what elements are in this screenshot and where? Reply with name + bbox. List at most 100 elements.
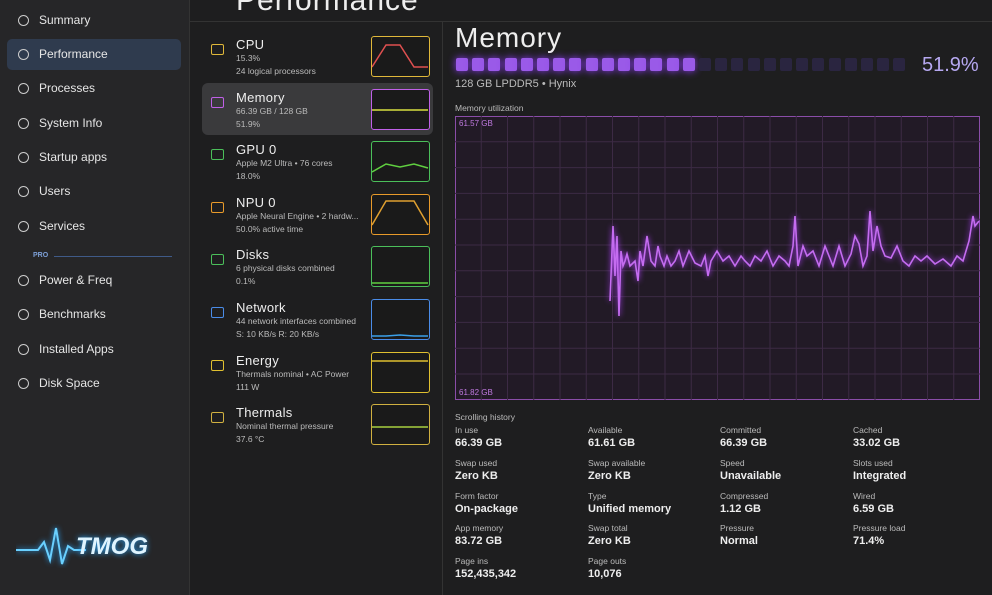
thumb-line (372, 334, 428, 337)
thumb-graph (372, 334, 428, 337)
device-icon (211, 201, 224, 213)
stat-label: Form factor (455, 490, 499, 501)
usage-segment (585, 58, 598, 71)
device-name[interactable]: Thermals (236, 405, 293, 421)
device-icon (211, 359, 224, 371)
nav-icon (18, 152, 29, 163)
device-name[interactable]: Network (236, 300, 286, 315)
page-title: Performance (236, 0, 419, 17)
device-icon (211, 149, 224, 161)
graph-max: 61.57 GB (459, 119, 493, 128)
nav-item[interactable]: Summary (39, 13, 91, 27)
divider (54, 256, 172, 257)
stat-label: Cached (853, 425, 883, 435)
stat-value: 71.4% (853, 535, 885, 548)
stat-label: Swap used (455, 457, 498, 468)
nav-item[interactable]: Disk Space (39, 376, 100, 390)
nav-icon (18, 83, 29, 94)
stat-label: Wired (853, 490, 876, 501)
nav-icon (18, 221, 29, 232)
detail-title: Memory (455, 22, 563, 53)
usage-segment (780, 58, 792, 71)
nav-icon (18, 275, 29, 286)
device-name[interactable]: CPU (236, 37, 265, 52)
device-name[interactable]: GPU 0 (236, 142, 277, 158)
device-thumb (371, 299, 430, 340)
stat-label: App memory (455, 523, 504, 534)
device-detail: 6 physical disks combined (236, 263, 335, 274)
nav-item[interactable]: System Info (39, 116, 103, 130)
stat-value: 10,076 (588, 568, 622, 581)
stat-label: Pressure load (853, 523, 906, 534)
stat-label: Committed (720, 425, 762, 435)
device-thumb (371, 36, 430, 77)
nav-item[interactable]: Installed Apps (39, 342, 114, 356)
thumb-graph (372, 44, 428, 68)
usage-segment (472, 58, 485, 71)
usage-segment (763, 58, 776, 71)
stat-label: Slots used (853, 457, 893, 468)
nav-item[interactable]: Processes (39, 81, 96, 95)
device-thumb (371, 88, 430, 130)
stat-value: 6.59 GB (853, 502, 894, 515)
stat-value: 66.39 GB (720, 437, 768, 449)
usage-percent: 51.9% (922, 54, 979, 76)
usage-segment (488, 58, 501, 71)
stat-label: Page outs (588, 556, 627, 567)
stat-value: 152,435,342 (455, 568, 517, 581)
nav-item[interactable]: Users (39, 184, 71, 198)
stat-value: 83.72 GB (455, 535, 503, 548)
usage-segment (747, 58, 760, 71)
device-detail: 66.39 GB / 128 GB (236, 105, 308, 116)
usage-segment (861, 58, 873, 71)
device-name[interactable]: Energy (236, 352, 279, 368)
usage-segment (553, 58, 566, 71)
nav-icon (18, 49, 29, 60)
logo: TMOG (76, 533, 148, 560)
stat-value: Unified memory (588, 502, 672, 515)
nav-icon (18, 344, 29, 355)
device-detail: 18.0% (236, 171, 261, 182)
stat-value: Integrated (853, 469, 907, 482)
device-name[interactable]: NPU 0 (236, 194, 276, 210)
thumb-graph (372, 200, 429, 226)
stat-label: Page ins (455, 556, 489, 567)
usage-segment (796, 58, 809, 71)
device-thumb (371, 351, 430, 393)
graph-line (609, 210, 980, 317)
usage-segment (601, 58, 614, 71)
usage-segment (456, 58, 468, 71)
device-name[interactable]: Memory (236, 89, 285, 105)
nav-item[interactable]: Performance (39, 47, 108, 61)
usage-segment (537, 58, 549, 71)
usage-segment (682, 58, 695, 71)
nav-item[interactable]: Services (39, 219, 86, 233)
device-detail: Apple M2 Ultra • 76 cores (236, 158, 333, 169)
device-thumb (371, 246, 430, 288)
memory-graph (455, 116, 980, 400)
nav-icon (18, 309, 29, 320)
thumb-line (372, 163, 429, 173)
nav-item[interactable]: Power & Freq (39, 273, 113, 287)
stat-label: Swap total (588, 523, 628, 534)
stat-label: Speed (720, 457, 745, 468)
thumb-graph (372, 426, 428, 428)
device-name[interactable]: Disks (236, 247, 270, 263)
nav-item[interactable]: Startup apps (39, 150, 108, 164)
nav-item[interactable]: Benchmarks (39, 307, 106, 321)
stat-label: Available (588, 425, 623, 435)
stat-value: 61.61 GB (588, 437, 636, 449)
device-detail: 51.9% (236, 118, 261, 129)
graph-footer-text: Scrolling history (455, 412, 515, 422)
device-detail: 50.0% active time (236, 223, 304, 234)
nav-icon (18, 186, 29, 197)
logo-wave (16, 527, 86, 565)
device-detail: 44 network interfaces combined (236, 316, 357, 326)
usage-segment (666, 58, 679, 71)
device-detail: 15.3% (236, 53, 261, 63)
graph-label: Memory utilization (455, 98, 524, 116)
stat-value: Zero KB (455, 469, 498, 482)
device-icon (211, 254, 224, 266)
stat-label: Swap available (588, 457, 646, 468)
stat-label: Compressed (720, 490, 769, 501)
